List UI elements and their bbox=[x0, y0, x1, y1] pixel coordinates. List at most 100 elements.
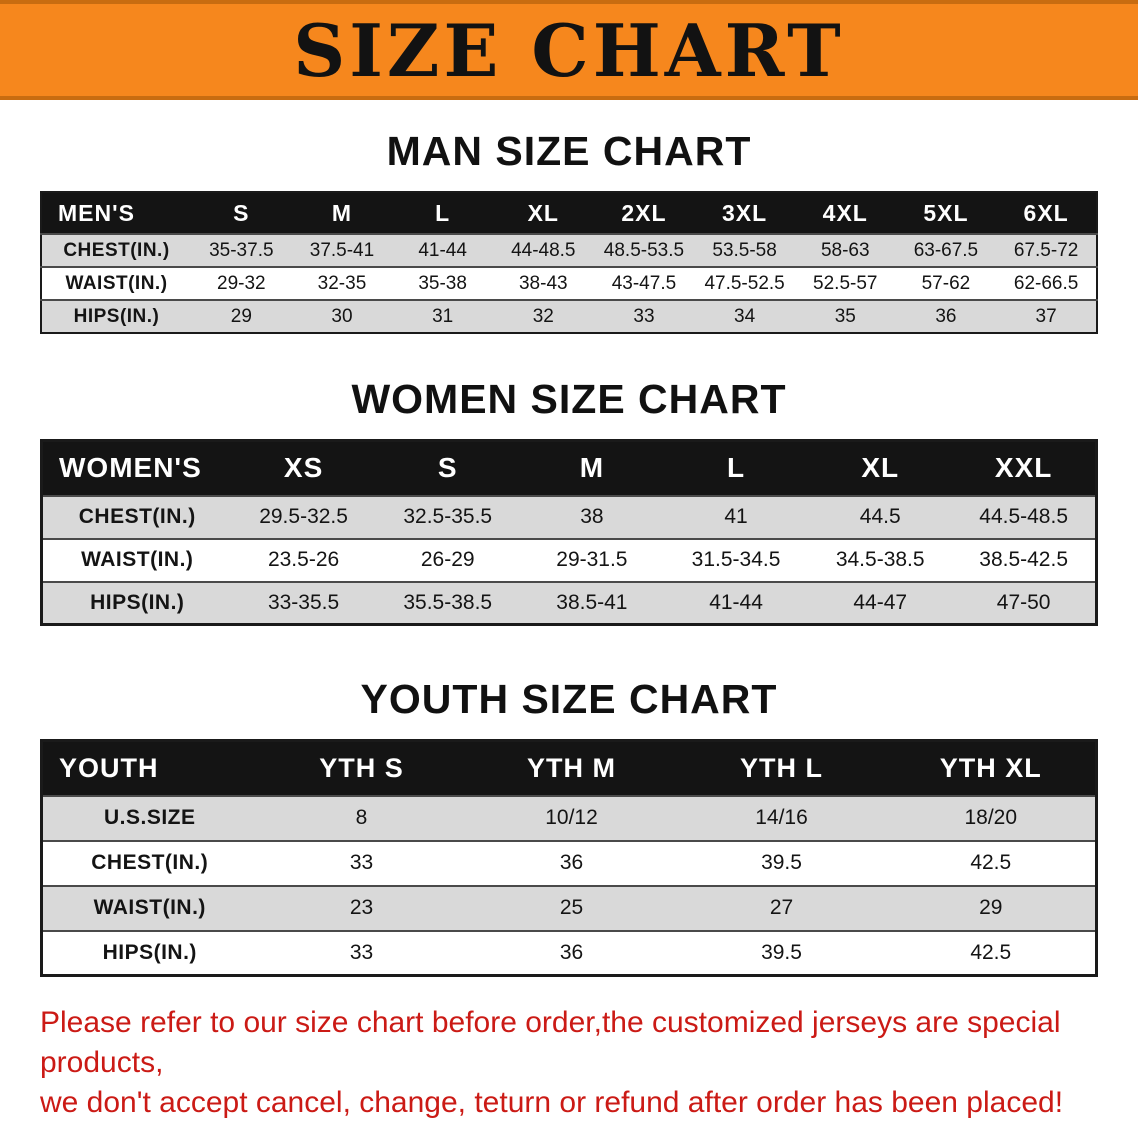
table-row: HIPS(IN.) 29 30 31 32 33 34 35 36 37 bbox=[41, 299, 1097, 333]
size-value: 30 bbox=[291, 299, 393, 333]
size-column-header: 5XL bbox=[895, 192, 997, 234]
table-row: WAIST(IN.) 23 25 27 29 bbox=[41, 884, 1097, 931]
row-label: CHEST(IN.) bbox=[41, 494, 232, 539]
size-value: 67.5-72 bbox=[996, 233, 1097, 267]
footer-line-1: Please refer to our size chart before or… bbox=[40, 1006, 1061, 1079]
table-row: HIPS(IN.) 33-35.5 35.5-38.5 38.5-41 41-44 44-… bbox=[41, 580, 1097, 625]
row-label: CHEST(IN.) bbox=[41, 233, 191, 267]
size-value: 47.5-52.5 bbox=[694, 266, 795, 300]
size-value: 34 bbox=[694, 299, 795, 333]
size-value: 8 bbox=[256, 794, 467, 841]
size-value: 25 bbox=[466, 884, 677, 931]
size-value: 39.5 bbox=[676, 839, 887, 886]
footer-note: Please refer to our size chart before or… bbox=[40, 1003, 1098, 1123]
size-value: 27 bbox=[676, 884, 887, 931]
row-label: CHEST(IN.) bbox=[41, 839, 257, 886]
table-header-row: MEN'S S M L XL 2XL 3XL 4XL 5XL 6XL bbox=[41, 192, 1097, 234]
size-value: 10/12 bbox=[466, 794, 677, 841]
size-value: 44-48.5 bbox=[492, 233, 594, 267]
row-label: HIPS(IN.) bbox=[41, 299, 191, 333]
size-column-header: YTH M bbox=[466, 740, 677, 796]
size-value: 18/20 bbox=[886, 794, 1097, 841]
row-label: WAIST(IN.) bbox=[41, 537, 232, 582]
size-value: 44.5 bbox=[808, 494, 953, 539]
size-value: 41 bbox=[663, 494, 809, 539]
size-value: 32.5-35.5 bbox=[375, 494, 520, 539]
size-value: 42.5 bbox=[886, 929, 1097, 976]
size-value: 31.5-34.5 bbox=[663, 537, 809, 582]
size-value: 53.5-58 bbox=[694, 233, 795, 267]
table-header-row: YOUTH YTH S YTH M YTH L YTH XL bbox=[41, 740, 1097, 796]
table-row: HIPS(IN.) 33 36 39.5 42.5 bbox=[41, 929, 1097, 976]
women-size-table-wrap: WOMEN'S XS S M L XL XXL CHEST(IN.) 29.5-32.5 32.5… bbox=[0, 439, 1138, 626]
size-value: 57-62 bbox=[895, 266, 997, 300]
women-section-title: WOMEN SIZE CHART bbox=[351, 376, 787, 422]
size-value: 37 bbox=[996, 299, 1097, 333]
size-table: WOMEN'S XS S M L XL XXL CHEST(IN.) 29.5-32.5 32.5… bbox=[40, 439, 1098, 626]
table-row: WAIST(IN.) 29-32 32-35 35-38 38-43 43-47.5 47.… bbox=[41, 266, 1097, 300]
size-column-header: YTH XL bbox=[886, 740, 1097, 796]
row-label: U.S.SIZE bbox=[41, 794, 257, 841]
men-section-title: MAN SIZE CHART bbox=[386, 128, 752, 174]
section-men: MAN SIZE CHART MEN'S S M L XL 2XL 3XL 4XL 5XL 6XL… bbox=[0, 128, 1138, 334]
table-row: WAIST(IN.) 23.5-26 26-29 29-31.5 31.5-34.5 34… bbox=[41, 537, 1097, 582]
size-value: 38 bbox=[519, 494, 664, 539]
size-value: 34.5-38.5 bbox=[808, 537, 953, 582]
size-value: 33 bbox=[256, 839, 467, 886]
size-value: 52.5-57 bbox=[794, 266, 896, 300]
size-value: 32 bbox=[492, 299, 594, 333]
size-value: 36 bbox=[466, 929, 677, 976]
size-value: 23 bbox=[256, 884, 467, 931]
size-value: 35 bbox=[794, 299, 896, 333]
size-value: 29 bbox=[191, 299, 292, 333]
size-value: 32-35 bbox=[291, 266, 393, 300]
row-label: WAIST(IN.) bbox=[41, 266, 191, 300]
size-column-header: L bbox=[663, 440, 809, 496]
size-column-header: XXL bbox=[952, 440, 1097, 496]
size-value: 38-43 bbox=[492, 266, 594, 300]
size-column-header: YTH L bbox=[676, 740, 887, 796]
section-youth: YOUTH SIZE CHART YOUTH YTH S YTH M YTH L YTH… bbox=[0, 676, 1138, 977]
size-value: 44.5-48.5 bbox=[952, 494, 1097, 539]
size-column-header: 4XL bbox=[794, 192, 896, 234]
size-value: 29.5-32.5 bbox=[231, 494, 376, 539]
size-column-header: 6XL bbox=[996, 192, 1097, 234]
size-table: YOUTH YTH S YTH M YTH L YTH XL U.S.SIZE 8 10/12… bbox=[40, 739, 1098, 977]
table-row: CHEST(IN.) 29.5-32.5 32.5-35.5 38 41 44.5 44.5… bbox=[41, 494, 1097, 539]
table-row: U.S.SIZE 8 10/12 14/16 18/20 bbox=[41, 794, 1097, 841]
table-row: CHEST(IN.) 33 36 39.5 42.5 bbox=[41, 839, 1097, 886]
size-value: 36 bbox=[466, 839, 677, 886]
table-corner-label: MEN'S bbox=[41, 192, 191, 234]
banner: SIZE CHART bbox=[0, 0, 1138, 100]
size-column-header: 2XL bbox=[593, 192, 695, 234]
row-label: HIPS(IN.) bbox=[41, 580, 232, 625]
size-value: 29-31.5 bbox=[519, 537, 664, 582]
table-row: CHEST(IN.) 35-37.5 37.5-41 41-44 44-48.5 48.5… bbox=[41, 233, 1097, 267]
table-corner-label: WOMEN'S bbox=[41, 440, 232, 496]
size-value: 44-47 bbox=[808, 580, 953, 625]
size-column-header: YTH S bbox=[256, 740, 467, 796]
section-women: WOMEN SIZE CHART WOMEN'S XS S M L XL XXL CHEST(… bbox=[0, 376, 1138, 626]
size-value: 41-44 bbox=[392, 233, 493, 267]
size-value: 36 bbox=[895, 299, 997, 333]
size-column-header: M bbox=[291, 192, 393, 234]
size-value: 37.5-41 bbox=[291, 233, 393, 267]
size-value: 35-37.5 bbox=[191, 233, 292, 267]
size-value: 63-67.5 bbox=[895, 233, 997, 267]
size-value: 43-47.5 bbox=[593, 266, 695, 300]
size-column-header: XL bbox=[492, 192, 594, 234]
size-value: 14/16 bbox=[676, 794, 887, 841]
size-table: MEN'S S M L XL 2XL 3XL 4XL 5XL 6XL CHEST(IN.) 35-37… bbox=[40, 191, 1098, 334]
size-value: 35.5-38.5 bbox=[375, 580, 520, 625]
footer-line-2: we don't accept cancel, change, teturn o… bbox=[40, 1085, 1064, 1119]
size-value: 47-50 bbox=[952, 580, 1097, 625]
size-value: 33-35.5 bbox=[231, 580, 376, 625]
size-column-header: XL bbox=[808, 440, 953, 496]
size-value: 41-44 bbox=[663, 580, 809, 625]
table-corner-label: YOUTH bbox=[41, 740, 257, 796]
size-value: 33 bbox=[593, 299, 695, 333]
table-header-row: WOMEN'S XS S M L XL XXL bbox=[41, 440, 1097, 496]
size-column-header: 3XL bbox=[694, 192, 795, 234]
row-label: WAIST(IN.) bbox=[41, 884, 257, 931]
